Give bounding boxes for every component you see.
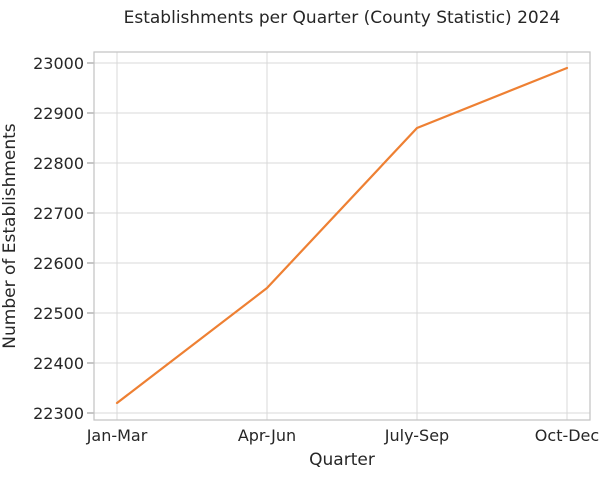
data-line — [115, 66, 569, 405]
axis-tick-marks — [87, 62, 94, 414]
y-tick-label: 22700 — [33, 204, 84, 223]
x-tick-label: Apr-Jun — [238, 426, 296, 445]
x-tick-label: July-Sep — [384, 426, 449, 445]
chart-title: Establishments per Quarter (County Stati… — [123, 8, 561, 28]
y-tick-label: 22600 — [33, 254, 84, 273]
y-tick-label: 22800 — [33, 154, 84, 173]
plot-border — [93, 51, 591, 421]
x-axis-label: Quarter — [309, 450, 375, 470]
y-tick-label: 22400 — [33, 354, 84, 373]
data-line-establishments — [115, 66, 569, 405]
x-tick-label: Jan-Mar — [86, 426, 148, 445]
y-tick-label: 23000 — [33, 54, 84, 73]
x-tick-label: Oct-Dec — [535, 426, 599, 445]
axis-tick-labels: 22300 22400 22500 22600 22700 22800 22900 23000… — [33, 54, 599, 445]
y-tick-label: 22500 — [33, 304, 84, 323]
y-axis-label: Number of Establishments — [0, 123, 20, 349]
y-tick-label: 22300 — [33, 404, 84, 423]
grid-lines — [94, 52, 590, 420]
y-tick-label: 22900 — [33, 104, 84, 123]
